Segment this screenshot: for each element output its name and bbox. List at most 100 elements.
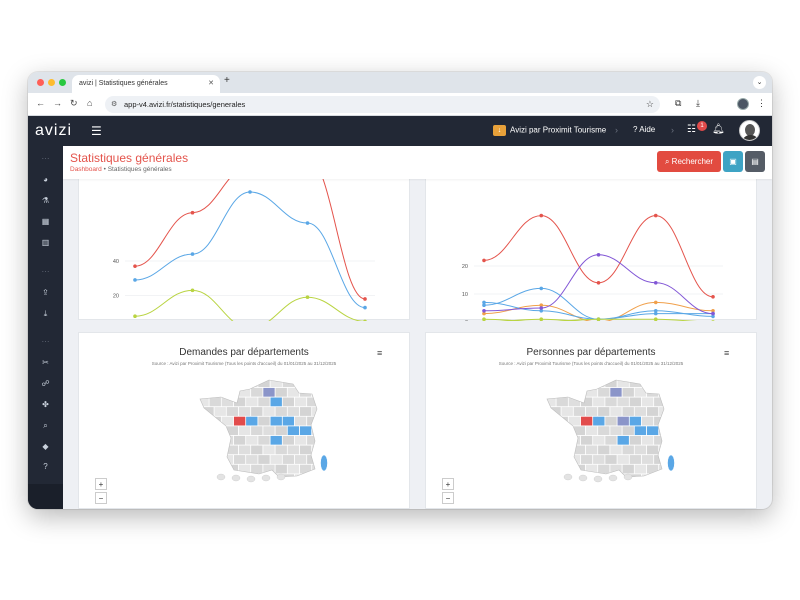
sidebar-tag-icon[interactable]: ◆ — [42, 442, 49, 451]
header-chevron-icon: › — [671, 125, 674, 135]
data-point — [653, 213, 658, 218]
zoom-in-button[interactable]: + — [95, 478, 107, 490]
reload-icon[interactable]: ↻ — [70, 98, 78, 108]
data-point — [482, 303, 486, 307]
department-region — [294, 416, 307, 427]
department-region — [226, 464, 239, 475]
zoom-out-button[interactable]: − — [442, 492, 454, 504]
overseas-region — [231, 474, 241, 482]
department-region — [629, 396, 642, 407]
data-point — [248, 190, 252, 194]
department-region — [653, 454, 664, 465]
department-region — [621, 444, 635, 455]
data-point — [711, 314, 715, 319]
department-region — [287, 464, 300, 475]
tab-menu-chevron-icon[interactable]: ⌄ — [753, 76, 766, 89]
department-region — [580, 380, 593, 388]
department-region — [560, 444, 574, 455]
department-region — [201, 444, 215, 455]
data-point — [596, 253, 601, 257]
address-field[interactable]: ⚙ app-v4.avizi.fr/statistiques/generales… — [105, 96, 660, 113]
save-button[interactable]: ▣ — [723, 151, 743, 172]
map-menu-icon[interactable]: ≡ — [377, 348, 383, 358]
department-region — [233, 396, 246, 407]
extensions-puzzle-icon[interactable]: ⧉ — [675, 98, 682, 108]
app-logo[interactable]: avizi — [35, 122, 73, 139]
department-region — [604, 454, 618, 465]
maximize-window-icon[interactable] — [59, 79, 66, 86]
data-point — [653, 309, 658, 313]
department-region — [294, 396, 307, 407]
zoom-out-button[interactable]: − — [95, 492, 107, 504]
help-link[interactable]: ? Aide — [633, 125, 655, 134]
bell-icon[interactable]: 🔔︎ — [712, 124, 725, 135]
department-region — [592, 416, 606, 427]
department-region — [573, 387, 586, 398]
menu-toggle-icon[interactable]: ☰ — [91, 124, 102, 138]
site-settings-icon[interactable]: ⚙ — [111, 101, 118, 108]
export-document-button[interactable]: ▤ — [745, 151, 765, 172]
org-selector[interactable]: ↓ Avizi par Proximit Tourisme — [493, 125, 606, 136]
department-region — [634, 387, 647, 398]
department-region — [616, 416, 630, 427]
minimize-window-icon[interactable] — [48, 79, 55, 86]
browser-profile-avatar[interactable] — [737, 98, 749, 110]
department-region — [208, 380, 222, 388]
department-region — [299, 425, 312, 436]
home-icon[interactable]: ⌂ — [87, 98, 93, 108]
department-region — [201, 464, 215, 475]
overseas-region — [216, 473, 226, 481]
sidebar-chart-icon[interactable]: ▥ — [41, 238, 50, 247]
data-point — [711, 295, 715, 299]
department-region — [282, 435, 295, 446]
department-region — [226, 406, 239, 417]
browser-tab[interactable]: avizi | Statistiques générales ✕ — [72, 75, 220, 93]
back-arrow-icon[interactable]: ← — [36, 98, 45, 108]
data-point — [305, 295, 310, 300]
data-point — [539, 309, 544, 313]
sidebar-store-icon[interactable]: ▦ — [41, 217, 50, 226]
sidebar-tools-icon[interactable]: ✂ — [42, 358, 49, 367]
department-region — [274, 464, 288, 475]
overseas-region — [608, 474, 618, 482]
department-region — [609, 406, 623, 417]
browser-menu-icon[interactable]: ⋮ — [757, 98, 766, 108]
zoom-in-button[interactable]: + — [442, 478, 454, 490]
search-button[interactable]: ⌕ Rechercher — [657, 151, 721, 172]
department-region — [568, 435, 581, 446]
france-map — [199, 379, 328, 483]
data-point — [190, 252, 195, 256]
forward-arrow-icon[interactable]: → — [53, 98, 62, 108]
download-icon[interactable]: ⤓ — [696, 98, 700, 108]
department-region — [250, 387, 264, 398]
department-region — [592, 396, 606, 407]
department-region — [208, 435, 222, 446]
france-map — [546, 379, 675, 483]
data-point — [653, 281, 658, 285]
sidebar-search-icon[interactable]: ⌕ — [43, 421, 48, 430]
tasks-list-icon[interactable]: ☷ — [687, 124, 696, 135]
sidebar-download-icon[interactable]: ⤓ — [43, 309, 48, 318]
sidebar-help-icon[interactable]: ? — [43, 462, 48, 471]
user-avatar[interactable] — [739, 120, 760, 141]
sidebar-stats-pie-icon[interactable]: ◕ — [43, 175, 48, 184]
department-region — [208, 416, 222, 427]
map-menu-icon[interactable]: ≡ — [724, 348, 730, 358]
department-region — [299, 387, 312, 398]
sidebar-flask-icon[interactable]: ⚗ — [41, 196, 50, 205]
new-tab-button[interactable]: + — [224, 75, 230, 86]
bookmark-star-icon[interactable]: ☆ — [645, 99, 654, 109]
department-region — [568, 416, 581, 427]
sidebar-users-icon[interactable]: ☍ — [41, 379, 50, 388]
department-region — [568, 380, 581, 388]
department-region — [250, 406, 264, 417]
sidebar-upload-icon[interactable]: ⇪ — [42, 288, 49, 297]
department-region — [641, 380, 654, 388]
department-region — [287, 387, 300, 398]
tab-close-icon[interactable]: ✕ — [208, 80, 214, 87]
department-region — [548, 444, 562, 455]
sidebar-puzzle-icon[interactable]: ✤ — [42, 400, 49, 409]
close-window-icon[interactable] — [37, 79, 44, 86]
breadcrumb-dashboard-link[interactable]: Dashboard — [70, 166, 102, 173]
department-region — [621, 406, 635, 417]
